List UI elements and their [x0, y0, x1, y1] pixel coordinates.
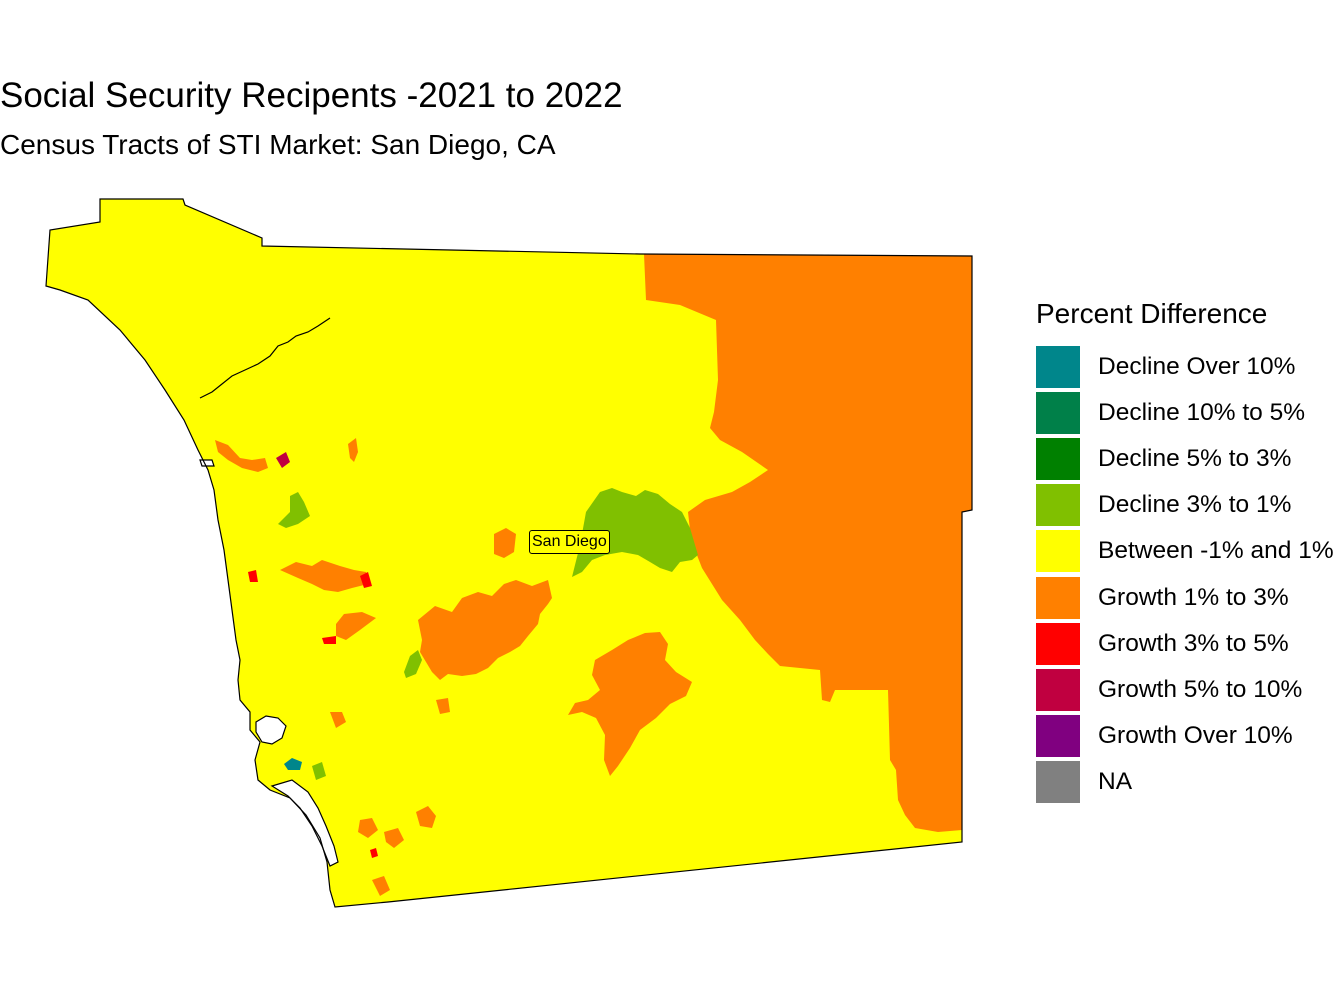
- legend-item: Growth Over 10%: [1036, 713, 1334, 759]
- legend-swatch: [1036, 576, 1080, 619]
- legend-swatch: [1036, 346, 1080, 389]
- decline-patch-coast: [312, 762, 326, 780]
- legend-label: Decline 3% to 1%: [1098, 491, 1292, 519]
- growth-patch-south-3: [384, 828, 404, 848]
- legend-label: Decline Over 10%: [1098, 353, 1296, 381]
- legend-swatch: [1036, 622, 1080, 665]
- legend-label: Growth Over 10%: [1098, 721, 1293, 749]
- growth-patch-south-2: [358, 818, 378, 838]
- legend-swatch: [1036, 392, 1080, 435]
- legend-swatch: [1036, 668, 1080, 711]
- legend-items: Decline Over 10% Decline 10% to 5% Decline…: [1036, 344, 1334, 805]
- growth-high-patch-3: [248, 570, 258, 582]
- growth-patch-south-5: [372, 876, 390, 896]
- legend-item: Decline 10% to 5%: [1036, 390, 1334, 436]
- legend-swatch: [1036, 714, 1080, 757]
- river-line: [199, 317, 331, 399]
- growth-patch-south-4: [416, 806, 436, 828]
- map-title: Social Security Recipents -2021 to 2022: [0, 76, 623, 115]
- map-legend: Percent Difference Decline Over 10% Decli…: [1036, 298, 1334, 805]
- growth-patch-south-6: [436, 698, 450, 714]
- east-growth-region: [644, 254, 972, 832]
- growth-patch-mid: [280, 560, 368, 592]
- growth-patch-north: [215, 440, 268, 472]
- growth-patch-mid-south: [336, 612, 376, 640]
- legend-item: Growth 5% to 10%: [1036, 667, 1334, 713]
- legend-item: Decline Over 10%: [1036, 344, 1334, 390]
- legend-item: Growth 1% to 3%: [1036, 574, 1334, 620]
- legend-item: NA: [1036, 759, 1334, 805]
- legend-label: Between -1% and 1%: [1098, 537, 1334, 565]
- legend-swatch: [1036, 438, 1080, 481]
- legend-item: Decline 5% to 3%: [1036, 436, 1334, 482]
- legend-label: Decline 10% to 5%: [1098, 399, 1306, 427]
- legend-label: NA: [1098, 767, 1133, 795]
- legend-label: Growth 5% to 10%: [1098, 675, 1303, 703]
- lagoon-water: [199, 459, 215, 467]
- legend-item: Decline 3% to 1%: [1036, 482, 1334, 528]
- decline-patch-west: [404, 650, 422, 678]
- growth-patch-north-east: [348, 438, 358, 462]
- legend-item: Between -1% and 1%: [1036, 528, 1334, 574]
- legend-swatch: [1036, 484, 1080, 527]
- legend-item: Growth 3% to 5%: [1036, 621, 1334, 667]
- legend-title: Percent Difference: [1036, 298, 1268, 329]
- growth-high-patch-1: [360, 572, 372, 588]
- central-decline-region: [572, 488, 698, 577]
- legend-swatch: [1036, 530, 1080, 573]
- south-central-growth-region: [568, 632, 692, 776]
- central-west-growth-region: [418, 580, 552, 680]
- growth-patch-south-1: [330, 712, 346, 728]
- growth-high-patch-2: [322, 636, 336, 644]
- legend-label: Growth 3% to 5%: [1098, 629, 1289, 657]
- legend-label: Decline 5% to 3%: [1098, 445, 1292, 473]
- growth-patch-center: [494, 528, 516, 558]
- decline-patch-north: [278, 492, 310, 528]
- map-subtitle: Census Tracts of STI Market: San Diego, …: [0, 129, 556, 160]
- growth-very-high-patch: [276, 452, 290, 468]
- county-outline: [45, 198, 973, 908]
- legend-label: Growth 1% to 3%: [1098, 583, 1289, 611]
- legend-swatch: [1036, 760, 1080, 803]
- growth-high-patch-4: [370, 848, 378, 858]
- city-label-san-diego: San Diego: [529, 530, 610, 554]
- decline-strong-patch: [284, 758, 302, 770]
- mission-bay-water: [255, 715, 287, 745]
